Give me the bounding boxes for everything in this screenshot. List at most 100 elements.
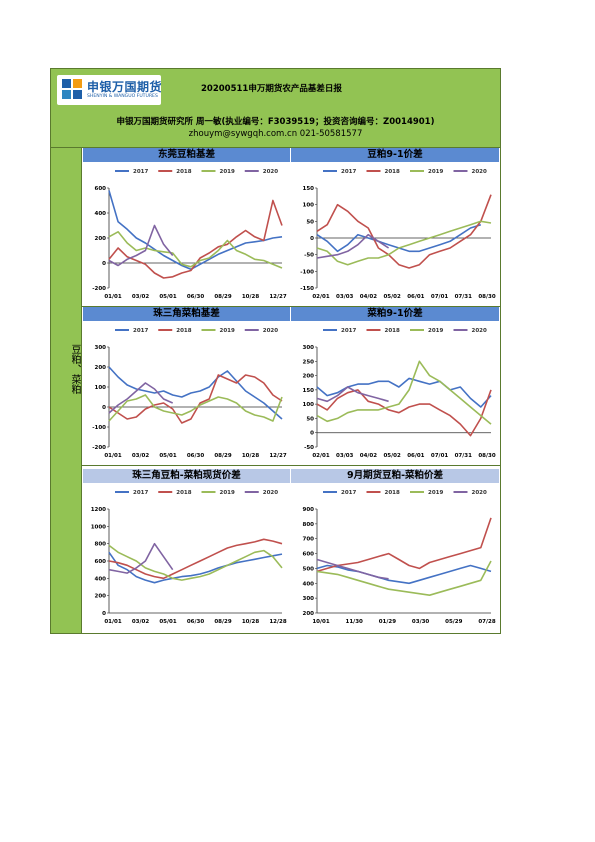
series-line-2018 (108, 374, 283, 424)
series-line-2019 (108, 231, 283, 269)
x-tick-label: 03/30 (412, 619, 429, 625)
y-tick-label: 0 (102, 261, 106, 267)
y-tick-label: 100 (303, 203, 315, 209)
x-tick-label: 08/30 (478, 453, 495, 459)
x-tick-label: 02/01 (312, 453, 329, 459)
series-line-2019 (316, 560, 492, 596)
series-line-2020 (316, 386, 389, 403)
legend-label-2019: 2019 (428, 490, 443, 496)
x-tick-label: 06/30 (187, 294, 204, 300)
category-sidebar: 豆粕、菜粕 (51, 148, 82, 633)
chart-panel-rapeseed-meal-9-1-spread: 菜粕9-1价差 2017 2018 2019 2020 -50 0 50 100 150 200 2… (291, 307, 499, 465)
chart-title: 东莞豆粕基差 (83, 148, 290, 162)
x-tick-label: 05/02 (383, 294, 400, 300)
report-title: 20200511申万期货农产品基差日报 (201, 84, 342, 94)
chart-panel-prd-soy-rapeseed-spot-spread: 珠三角豆粕-菜粕现货价差 2017 2018 2019 2020 0 200 400 600 8… (83, 469, 290, 631)
y-tick-label: 700 (303, 537, 315, 543)
chart-title: 豆粕9-1价差 (291, 148, 499, 162)
line-chart: 2017 2018 2019 2020 -150 -100 -50 0 50 100 150 02/0… (300, 169, 496, 300)
legend-label-2017: 2017 (341, 169, 356, 175)
series-line-2020 (108, 382, 174, 414)
x-tick-label: 08/30 (478, 294, 495, 300)
legend-label-2017: 2017 (341, 328, 356, 334)
y-tick-label: 0 (310, 236, 314, 242)
row-divider (81, 465, 500, 466)
x-tick-label: 03/02 (132, 453, 149, 459)
legend-label-2018: 2018 (176, 328, 191, 334)
y-tick-label: 0 (102, 405, 106, 411)
x-tick-label: 05/29 (445, 619, 462, 625)
y-tick-label: 100 (95, 385, 107, 391)
legend-label-2020: 2020 (472, 169, 487, 175)
series-line-2017 (108, 551, 283, 584)
line-chart: 2017 2018 2019 2020 200 300 400 500 600 700 800 900… (303, 490, 496, 625)
y-tick-label: 600 (95, 559, 107, 565)
y-tick-label: 500 (303, 566, 315, 572)
legend-label-2019: 2019 (220, 328, 235, 334)
x-tick-label: 07/28 (478, 619, 495, 625)
y-tick-label: 900 (303, 507, 315, 513)
report-sheet: 申银万国期货 SHENYIN & WANGUO FUTURES 20200511… (50, 68, 501, 634)
legend-label-2018: 2018 (385, 169, 400, 175)
x-tick-label: 12/27 (269, 453, 286, 459)
x-tick-label: 06/30 (187, 619, 204, 625)
series-line-2019 (108, 394, 283, 422)
y-tick-label: 150 (303, 186, 315, 192)
legend-label-2018: 2018 (176, 490, 191, 496)
y-tick-label: 200 (95, 594, 107, 600)
legend-label-2020: 2020 (263, 328, 278, 334)
x-tick-label: 01/01 (104, 619, 121, 625)
series-line-2020 (108, 542, 174, 574)
y-tick-label: -200 (92, 286, 106, 292)
y-tick-label: 200 (303, 374, 315, 380)
x-tick-label: 03/02 (132, 294, 149, 300)
y-tick-label: -150 (300, 286, 314, 292)
y-tick-label: -50 (304, 445, 314, 451)
legend-label-2019: 2019 (220, 490, 235, 496)
series-line-2019 (108, 544, 283, 581)
y-tick-label: 300 (95, 345, 107, 351)
series-line-2019 (316, 220, 492, 266)
y-tick-label: 50 (306, 416, 314, 422)
series-line-2018 (316, 389, 492, 437)
line-chart: 2017 2018 2019 2020 -200 0 200 400 600 01/01 03/02… (92, 169, 287, 300)
legend-label-2020: 2020 (472, 490, 487, 496)
y-tick-label: 200 (95, 365, 107, 371)
row-divider (81, 306, 500, 307)
series-line-2018 (316, 194, 492, 269)
logo-text-en: SHENYIN & WANGUO FUTURES (87, 94, 158, 99)
x-tick-label: 02/01 (312, 294, 329, 300)
y-tick-label: 150 (303, 388, 315, 394)
legend-label-2020: 2020 (263, 169, 278, 175)
x-tick-label: 12/27 (269, 294, 286, 300)
category-label: 豆粕、菜粕 (69, 344, 80, 394)
legend-label-2017: 2017 (133, 169, 148, 175)
legend-label-2020: 2020 (263, 490, 278, 496)
y-tick-label: 250 (303, 359, 315, 365)
series-line-2018 (316, 517, 492, 573)
y-tick-label: 600 (303, 552, 315, 558)
y-tick-label: -100 (92, 425, 106, 431)
logo-mark-icon (62, 79, 82, 99)
y-tick-label: 0 (310, 431, 314, 437)
y-tick-label: 1000 (91, 524, 106, 530)
legend-label-2017: 2017 (133, 328, 148, 334)
x-tick-label: 05/02 (383, 453, 400, 459)
x-tick-label: 01/29 (379, 619, 396, 625)
x-tick-label: 10/01 (312, 619, 329, 625)
legend-label-2017: 2017 (133, 490, 148, 496)
x-tick-label: 07/31 (455, 294, 472, 300)
series-line-2017 (108, 190, 283, 271)
legend-label-2020: 2020 (472, 328, 487, 334)
y-tick-label: 200 (95, 236, 107, 242)
legend-label-2019: 2019 (428, 169, 443, 175)
chart-title: 珠三角豆粕-菜粕现货价差 (83, 469, 290, 483)
x-tick-label: 01/01 (104, 294, 121, 300)
chart-panel-dongguan-soymeal-basis: 东莞豆粕基差 2017 2018 2019 2020 -200 0 200 400 600 01/… (83, 148, 290, 306)
x-tick-label: 07/01 (431, 294, 448, 300)
legend-label-2018: 2018 (385, 490, 400, 496)
x-tick-label: 04/02 (360, 294, 377, 300)
x-tick-label: 05/01 (159, 453, 176, 459)
y-tick-label: 400 (95, 211, 107, 217)
series-line-2019 (316, 360, 492, 425)
